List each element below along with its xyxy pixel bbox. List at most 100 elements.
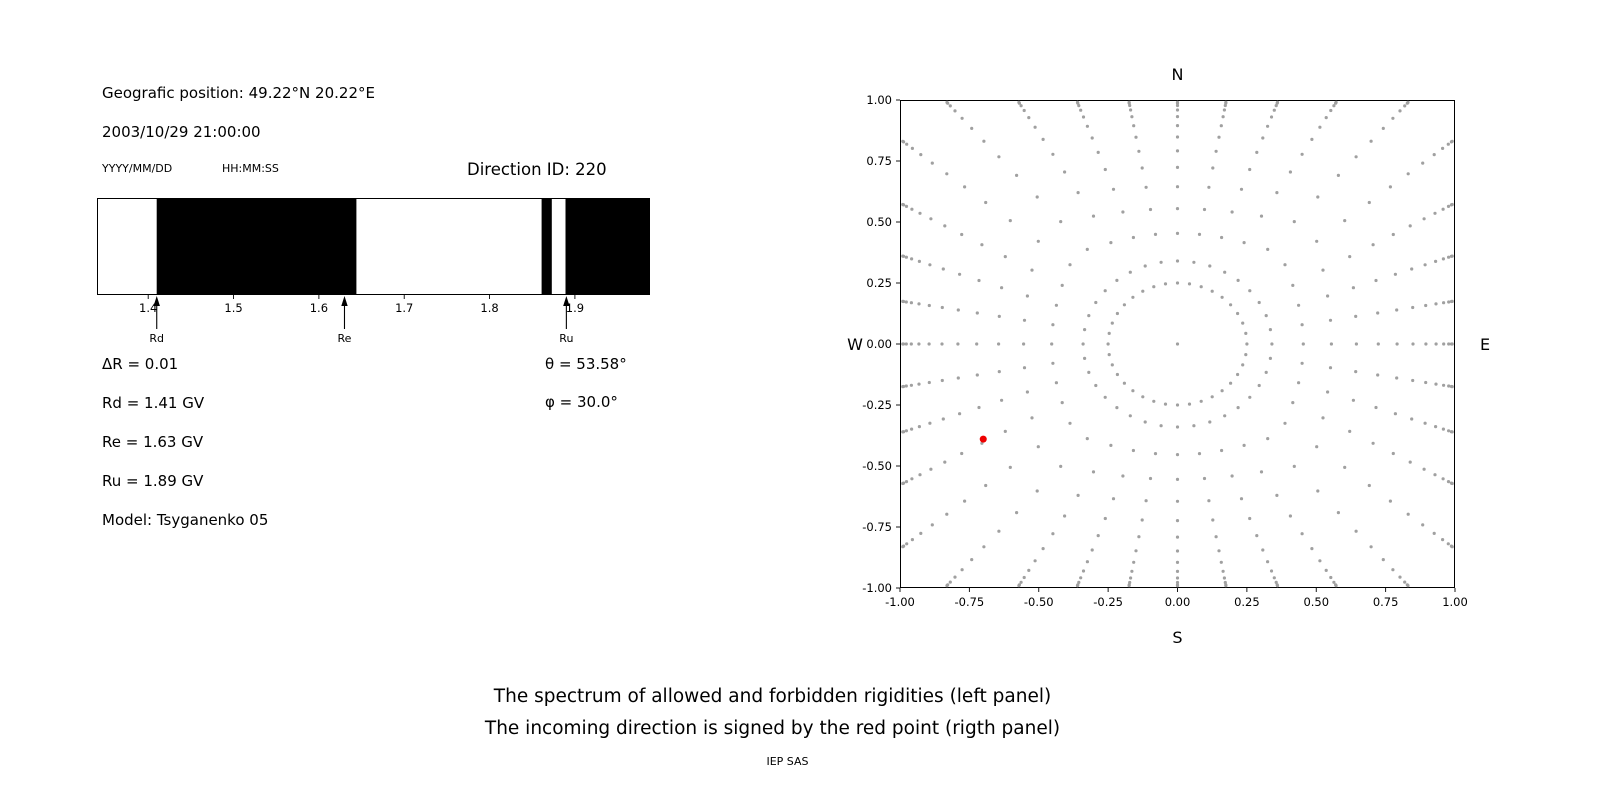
direction-dot: [1036, 445, 1040, 449]
direction-dot: [1210, 289, 1214, 293]
direction-dot: [1424, 303, 1428, 308]
rigidity-spectrum-chart: 1.4 1.5 1.6 1.7 1.8 1.9 Rd Re Ru: [97, 198, 650, 345]
direction-dot: [1410, 267, 1414, 271]
direction-dot: [1447, 255, 1451, 259]
direction-dot: [1441, 427, 1445, 431]
direction-dot: [1272, 576, 1276, 580]
direction-dot: [984, 200, 988, 205]
direction-dot: [1395, 376, 1399, 380]
direction-dot: [1229, 303, 1233, 307]
direction-dot: [1393, 412, 1397, 416]
direction-dot: [1406, 512, 1410, 516]
direction-dot: [1450, 430, 1454, 434]
direction-dot: [1222, 576, 1226, 580]
direction-dot: [901, 202, 905, 207]
theta-text: θ = 53.58°: [545, 355, 627, 373]
direction-dot: [1175, 100, 1180, 104]
direction-dot: [956, 308, 960, 312]
direction-dot: [980, 243, 984, 247]
direction-dot: [1110, 363, 1114, 367]
direction-dot: [1223, 414, 1227, 418]
direction-dot: [1077, 580, 1081, 585]
x-tick-label: -1.00: [885, 595, 915, 609]
direction-dot: [1421, 161, 1425, 165]
direction-dot: [1329, 575, 1333, 580]
red-point: [979, 435, 987, 443]
direction-dot: [1000, 398, 1004, 402]
direction-dot: [1268, 356, 1272, 360]
direction-dot: [1354, 529, 1358, 533]
y-tick-label: -1.00: [862, 581, 892, 595]
direction-dot: [1085, 560, 1089, 564]
direction-dot: [1035, 489, 1039, 493]
direction-dot: [1128, 103, 1132, 108]
direction-dot: [1222, 108, 1226, 112]
direction-dot: [1403, 580, 1407, 584]
direction-dot: [1137, 535, 1141, 539]
direction-dot: [997, 155, 1001, 159]
direction-dot: [1214, 149, 1218, 153]
direction-dot: [1175, 185, 1180, 189]
direction-dot: [940, 342, 944, 346]
direction-dot: [1127, 100, 1131, 104]
direction-dot: [1245, 342, 1249, 346]
credit-text: IEP SAS: [766, 755, 809, 768]
direction-dot: [1275, 584, 1280, 588]
direction-dot: [953, 575, 957, 579]
direction-dot: [1087, 370, 1091, 374]
direction-dot: [1259, 470, 1264, 474]
direction-dot: [1091, 470, 1096, 474]
direction-dot: [917, 342, 921, 346]
direction-dot: [1068, 263, 1072, 267]
direction-dot: [1354, 370, 1358, 374]
direction-dot: [901, 385, 905, 389]
direction-dot: [910, 257, 914, 261]
direction-dot: [905, 542, 909, 546]
direction-dot: [1261, 136, 1265, 140]
forbidden-band: [156, 199, 357, 294]
direction-dot: [1219, 560, 1223, 564]
x-tick-label: -0.75: [954, 595, 984, 609]
direction-dot: [1266, 247, 1270, 251]
direction-dot: [910, 207, 914, 211]
caption-line-2: The incoming direction is signed by the …: [484, 718, 1061, 739]
direction-dot: [1329, 342, 1333, 346]
direction-dot: [1450, 254, 1454, 258]
direction-dot: [1264, 370, 1268, 374]
direction-dot: [1143, 264, 1147, 268]
direction-dot: [1127, 584, 1131, 588]
direction-dot: [997, 314, 1001, 318]
direction-dot: [1367, 483, 1371, 488]
direction-dot: [1152, 399, 1156, 403]
direction-dot: [1388, 185, 1392, 189]
direction-dot: [1223, 270, 1227, 274]
direction-dot: [1441, 477, 1445, 481]
compass-south-label: S: [1172, 628, 1182, 647]
direction-dot: [910, 477, 914, 481]
direction-dot: [953, 109, 957, 113]
direction-dot: [1175, 576, 1180, 580]
direction-dot: [1242, 241, 1246, 245]
direction-dot: [1369, 545, 1373, 549]
direction-dot: [1242, 443, 1246, 447]
direction-dot: [1211, 518, 1215, 522]
direction-dot: [901, 481, 905, 486]
direction-dot: [1300, 361, 1304, 365]
direction-dot: [1175, 124, 1180, 128]
direction-dot: [1292, 220, 1296, 224]
direction-dot: [1076, 493, 1080, 497]
direction-dot: [1220, 448, 1224, 453]
direction-dot: [945, 512, 949, 516]
spectrum-tick-label: 1.9: [566, 301, 584, 315]
direction-dot: [1060, 401, 1064, 405]
direction-dot: [941, 267, 945, 271]
direction-dot: [1217, 549, 1221, 553]
direction-dot: [975, 373, 979, 377]
direction-dot: [1068, 421, 1072, 425]
direction-dot: [1036, 239, 1040, 243]
direction-dot: [918, 473, 922, 477]
direction-dot: [1122, 303, 1126, 307]
direction-dot: [960, 568, 964, 572]
direction-dot: [1107, 331, 1111, 335]
direction-dot: [940, 378, 944, 383]
